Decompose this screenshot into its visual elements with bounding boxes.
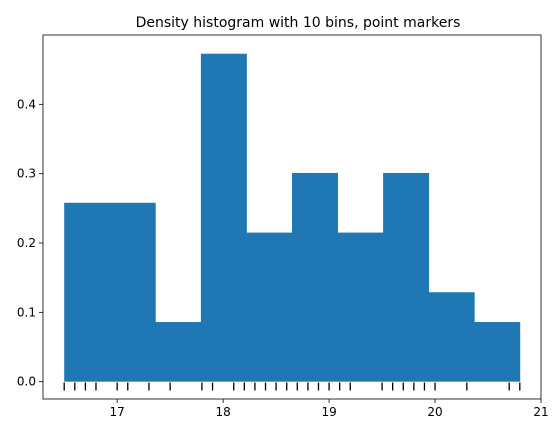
histogram-bar-6 [292,172,338,382]
x-axis: 17 18 19 20 21 [110,399,549,419]
plot-frame [42,34,542,400]
x-tick-label-3: 19 [321,405,336,419]
histogram-bar-9 [428,292,475,382]
x-tick-label-1: 17 [110,405,125,419]
point-markers-layer [63,382,521,391]
histogram-bar-4 [200,53,247,382]
histogram-bar-7 [337,232,384,382]
histogram-bar-10 [474,322,521,382]
bars-layer [64,53,521,382]
histogram-bar-5 [246,232,293,382]
y-tick-label-2: 0.1 [17,305,36,319]
y-axis: 0.0 0.1 0.2 0.3 0.4 [17,97,43,389]
y-tick-label-3: 0.2 [17,236,36,250]
x-tick-label-2: 18 [215,405,230,419]
y-tick-label-4: 0.3 [17,167,36,181]
histogram-bar-3 [155,322,202,382]
histogram-bar-2 [109,202,156,382]
histogram-bar-1 [64,202,111,382]
y-tick-label-5: 0.4 [17,97,36,111]
x-tick-label-5: 21 [533,405,548,419]
chart-title: Density histogram with 10 bins, point ma… [136,15,461,31]
histogram-bar-8 [383,172,430,382]
y-tick-label-1: 0.0 [17,375,36,389]
x-tick-label-4: 20 [427,405,442,419]
